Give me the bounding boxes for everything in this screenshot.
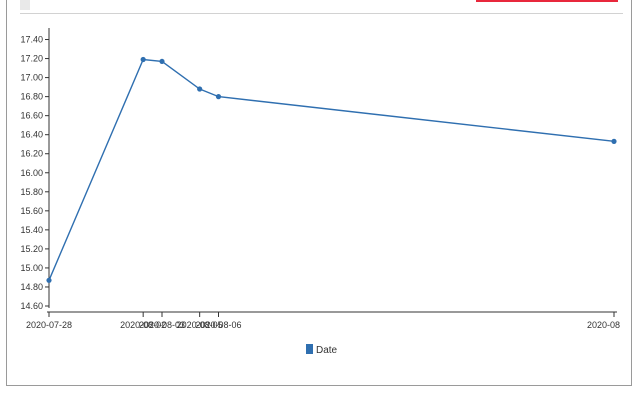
y-tick-label: 14.60: [20, 301, 43, 311]
y-tick-label: 15.80: [20, 187, 43, 197]
y-tick-label: 15.60: [20, 206, 43, 216]
data-point[interactable]: [46, 277, 52, 283]
x-tick-label: 2020-07-28: [26, 320, 72, 330]
header-stub: [20, 0, 30, 10]
y-axis: 14.60 14.80 15.00 15.20 15.40 15.60 15.80 16.00…: [20, 28, 50, 311]
y-tick-label: 16.60: [20, 111, 43, 121]
y-tick-label: 15.00: [20, 263, 43, 273]
chart-frame: [6, 0, 632, 386]
y-tick-label: 17.20: [20, 54, 43, 64]
header-divider: [20, 13, 623, 14]
x-tick-label: 2020-08-05: [177, 320, 223, 330]
y-tick-label: 15.40: [20, 225, 43, 235]
x-tick-label: 2020-08: [587, 320, 620, 330]
x-tick-label: 2020-08-02: [120, 320, 166, 330]
legend-swatch: [306, 344, 313, 354]
y-tick-label: 16.00: [20, 168, 43, 178]
accent-bar: [476, 0, 618, 2]
y-tick-label: 17.00: [20, 73, 43, 83]
y-tick-label: 17.40: [20, 35, 43, 45]
y-tick-label: 14.80: [20, 282, 43, 292]
x-tick-label: 2020-08-03: [139, 320, 185, 330]
x-tick-label: 2020-08-06: [195, 320, 241, 330]
legend-label: Date: [316, 345, 338, 356]
y-tick-label: 16.40: [20, 130, 43, 140]
data-point[interactable]: [197, 86, 203, 92]
x-axis: 2020-07-28 2020-08-022020-08-032020-08-05…: [26, 311, 620, 330]
y-tick-label: 16.20: [20, 149, 43, 159]
data-point[interactable]: [611, 138, 617, 144]
legend[interactable]: Date: [306, 344, 338, 356]
data-point[interactable]: [215, 94, 222, 100]
y-tick-label: 15.20: [20, 244, 43, 254]
data-point[interactable]: [140, 56, 146, 63]
data-point[interactable]: [159, 58, 165, 65]
series-layer: [46, 56, 617, 283]
series-line: [48, 58, 615, 281]
y-tick-label: 16.80: [20, 92, 43, 102]
